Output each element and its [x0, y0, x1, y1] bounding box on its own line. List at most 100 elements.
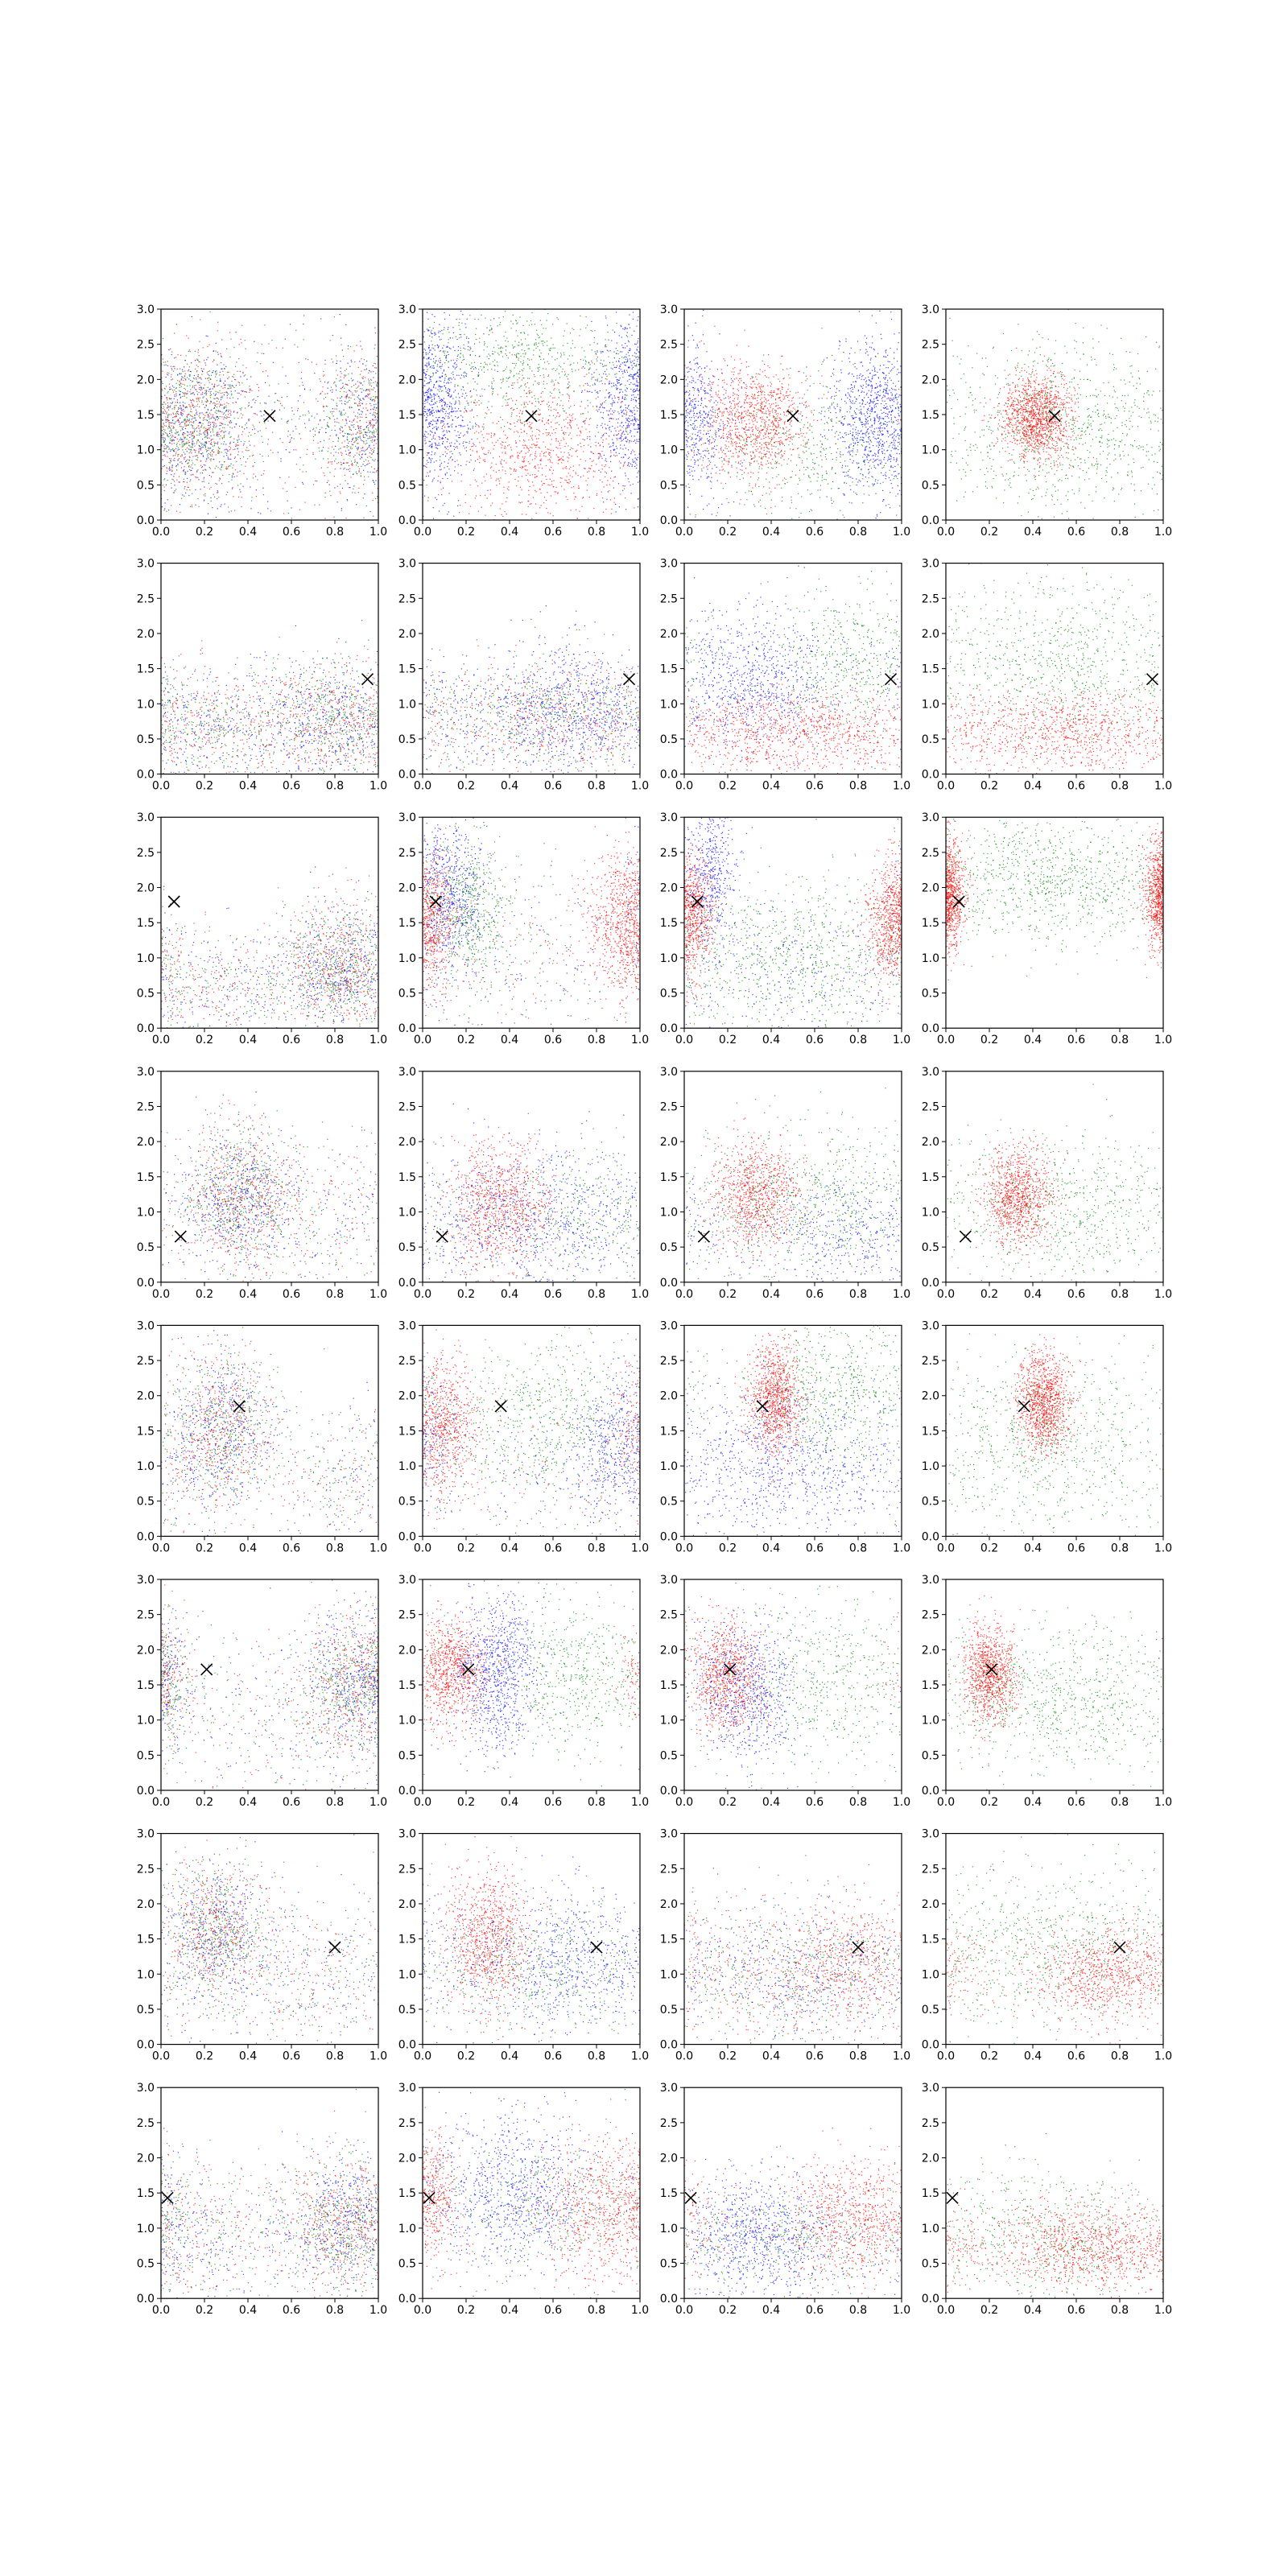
scatter-point [294, 438, 295, 439]
scatter-point [218, 385, 219, 386]
scatter-point [366, 395, 367, 396]
scatter-point [187, 489, 188, 490]
scatter-point [448, 361, 449, 362]
scatter-point [636, 353, 637, 354]
scatter-point [548, 423, 549, 424]
scatter-point [428, 434, 429, 435]
scatter-point [190, 380, 191, 381]
scatter-point [565, 468, 566, 469]
scatter-point [340, 391, 341, 392]
scatter-point [569, 455, 570, 456]
scatter-point [471, 439, 472, 440]
scatter-point [170, 440, 171, 441]
scatter-point [617, 350, 618, 351]
scatter-point [466, 376, 467, 377]
y-tick-label: 0.0 [137, 514, 155, 527]
scatter-point [602, 383, 603, 384]
scatter-point [444, 355, 445, 356]
scatter-point [177, 399, 178, 400]
scatter-point [168, 410, 169, 411]
scatter-point [423, 373, 424, 374]
scatter-point [198, 382, 199, 383]
scatter-point [449, 315, 450, 316]
scatter-point [341, 396, 342, 397]
scatter-point [325, 360, 326, 361]
scatter-point [234, 418, 235, 419]
scatter-point [582, 390, 583, 391]
scatter-point [174, 357, 175, 358]
scatter-point [209, 389, 210, 390]
scatter-point [234, 458, 235, 459]
scatter-point [554, 384, 555, 385]
scatter-point [479, 342, 480, 343]
scatter-point [176, 446, 177, 447]
scatter-point [167, 391, 168, 392]
scatter-point [636, 381, 637, 382]
scatter-point [567, 499, 568, 500]
scatter-point [627, 372, 628, 373]
scatter-point [279, 401, 280, 402]
scatter-point [218, 418, 219, 419]
scatter-point [629, 481, 630, 482]
scatter-point [440, 377, 441, 378]
scatter-point [362, 378, 363, 379]
scatter-point [434, 454, 435, 455]
scatter-point [242, 372, 243, 373]
scatter-point [465, 393, 466, 394]
scatter-point [298, 408, 299, 409]
scatter-point [219, 425, 220, 426]
scatter-point [166, 377, 167, 378]
scatter-point [571, 348, 572, 349]
scatter-point [633, 384, 634, 385]
scatter-point [312, 429, 313, 430]
scatter-point [581, 392, 582, 393]
scatter-point [497, 371, 498, 372]
scatter-point [181, 378, 182, 379]
scatter-point [610, 456, 611, 457]
scatter-point [338, 448, 339, 449]
scatter-point [352, 464, 353, 465]
scatter-point [174, 416, 175, 417]
scatter-point [347, 499, 348, 500]
scatter-point [612, 426, 613, 427]
scatter-point [430, 472, 431, 473]
scatter-point [631, 400, 632, 401]
scatter-point [248, 406, 249, 407]
scatter-point [464, 435, 465, 436]
scatter-point [228, 414, 229, 415]
scatter-point [527, 404, 528, 405]
scatter-point [468, 383, 469, 384]
scatter-point [444, 312, 445, 313]
scatter-point [345, 384, 346, 385]
scatter-point [548, 363, 549, 364]
scatter-point [446, 376, 447, 377]
scatter-point [321, 468, 322, 469]
scatter-point [278, 383, 279, 384]
scatter-point [210, 391, 211, 392]
scatter-point [370, 372, 371, 373]
scatter-point [357, 397, 358, 398]
scatter-point [516, 446, 517, 447]
scatter-point [548, 454, 549, 455]
scatter-point [611, 513, 612, 514]
scatter-point [207, 454, 208, 455]
scatter-point [611, 383, 612, 384]
scatter-point [627, 381, 628, 382]
scatter-point [219, 406, 220, 407]
scatter-point [198, 479, 199, 480]
scatter-point [493, 347, 494, 348]
scatter-point [364, 381, 365, 382]
scatter-point [196, 401, 197, 402]
scatter-point [474, 319, 475, 320]
scatter-point [165, 404, 166, 405]
scatter-point [502, 442, 503, 443]
scatter-point [181, 410, 182, 411]
scatter-point [549, 455, 550, 456]
scatter-point [459, 322, 460, 323]
scatter-point [429, 397, 430, 398]
scatter-point [178, 441, 179, 442]
scatter-point [430, 349, 431, 350]
scatter-point [258, 387, 259, 388]
scatter-point [228, 385, 229, 386]
scatter-point [628, 406, 629, 407]
